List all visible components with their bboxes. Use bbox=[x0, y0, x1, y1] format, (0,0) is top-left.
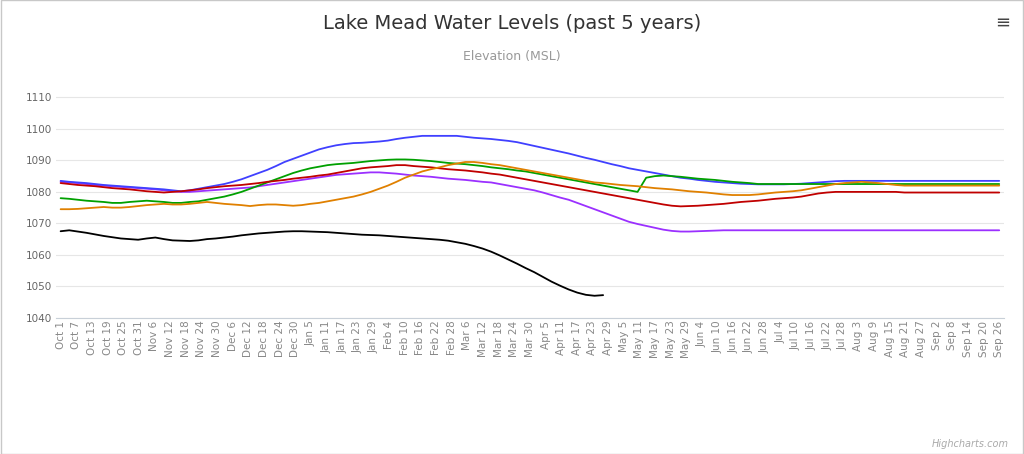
Text: ≡: ≡ bbox=[995, 14, 1011, 32]
Text: Lake Mead Water Levels (past 5 years): Lake Mead Water Levels (past 5 years) bbox=[323, 14, 701, 33]
Text: Elevation (MSL): Elevation (MSL) bbox=[463, 50, 561, 63]
Text: Highcharts.com: Highcharts.com bbox=[932, 439, 1009, 449]
